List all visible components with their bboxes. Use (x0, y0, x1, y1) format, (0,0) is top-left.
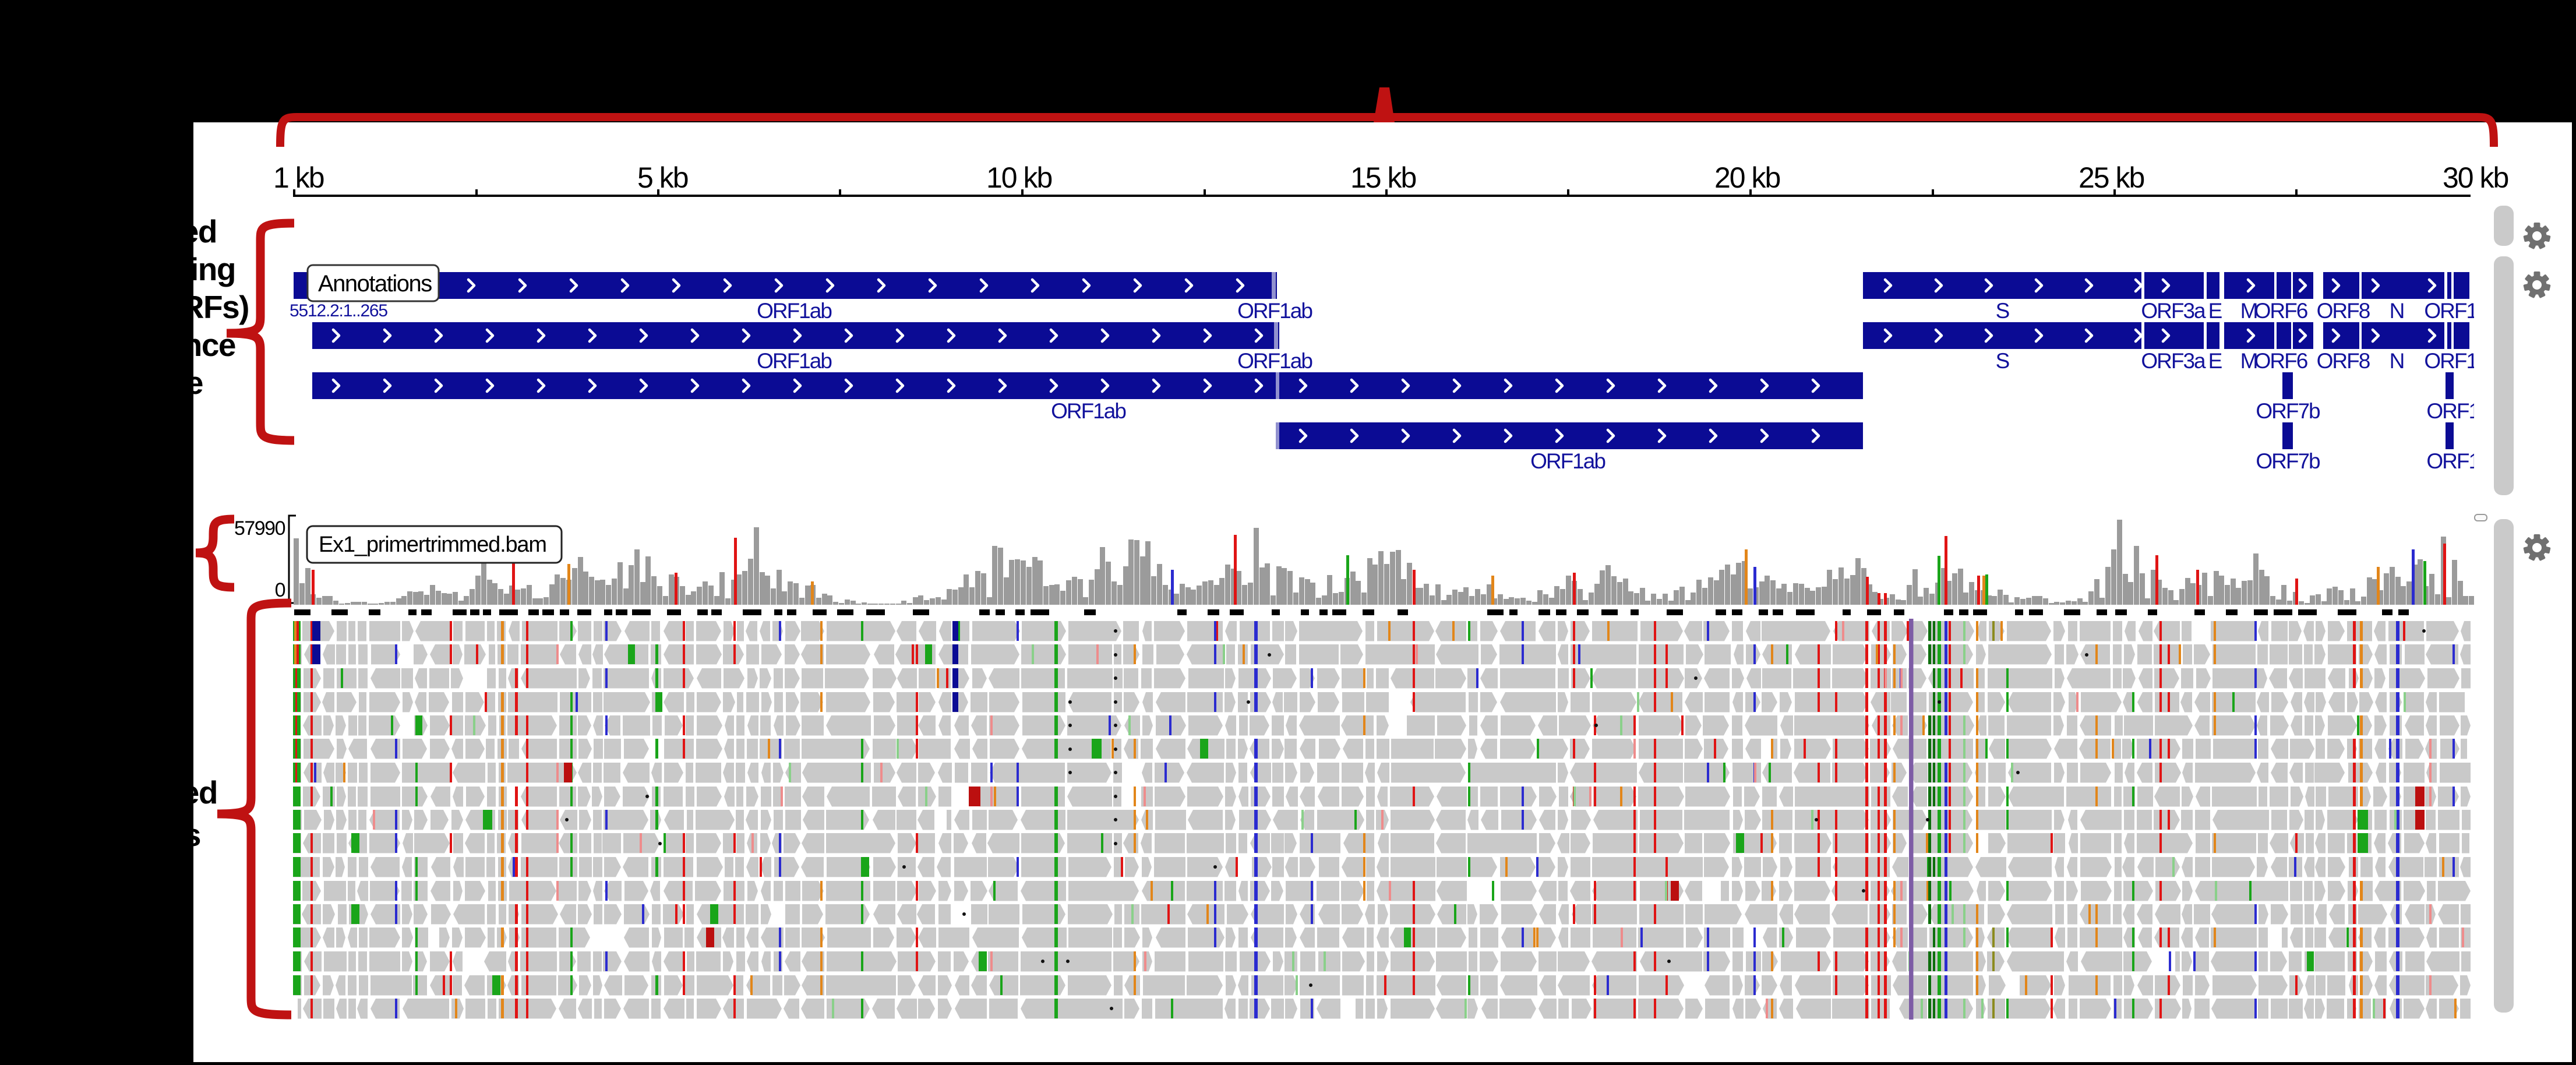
svg-text:ORF3a: ORF3a (2141, 299, 2206, 323)
svg-text:Annotations: Annotations (318, 271, 432, 297)
svg-text:M: M (2240, 299, 2257, 323)
svg-text:ORF7b: ORF7b (2256, 399, 2320, 423)
svg-text:ORF8: ORF8 (2317, 299, 2370, 323)
svg-text:ORF1ab: ORF1ab (757, 299, 832, 323)
svg-text:N: N (2390, 299, 2404, 323)
svg-text:S: S (1996, 299, 2009, 323)
svg-text:10 kb: 10 kb (986, 161, 1052, 194)
svg-text:ORF1ab: ORF1ab (1237, 349, 1312, 373)
svg-text:ORF7b: ORF7b (2256, 449, 2320, 473)
svg-text:ORF1ab: ORF1ab (1051, 399, 1126, 423)
svg-text:1 kb: 1 kb (273, 161, 324, 194)
svg-text:ORF1ab: ORF1ab (1530, 449, 1605, 473)
svg-text:15 kb: 15 kb (1350, 161, 1416, 194)
svg-text:ORF6: ORF6 (2254, 299, 2307, 323)
svg-text:0: 0 (275, 579, 285, 601)
svg-text:ORF3a: ORF3a (2141, 349, 2206, 373)
svg-text:ORF10: ORF10 (2424, 349, 2489, 373)
svg-text:ORF6: ORF6 (2254, 349, 2307, 373)
svg-text:20 kb: 20 kb (1714, 161, 1780, 194)
svg-text:E: E (2208, 349, 2222, 373)
svg-text:M: M (2240, 349, 2257, 373)
svg-text:ORF1ab: ORF1ab (757, 349, 832, 373)
svg-text:57990: 57990 (234, 517, 285, 539)
svg-text:ORF10: ORF10 (2426, 399, 2491, 423)
svg-text:5512.2:1..265: 5512.2:1..265 (290, 301, 387, 320)
svg-text:25 kb: 25 kb (2079, 161, 2144, 194)
svg-text:5 kb: 5 kb (637, 161, 688, 194)
svg-text:ORF10: ORF10 (2426, 449, 2491, 473)
svg-text:N: N (2390, 349, 2404, 373)
svg-text:ORF1ab: ORF1ab (1237, 299, 1312, 323)
svg-text:S: S (1996, 349, 2009, 373)
svg-text:E: E (2208, 299, 2222, 323)
svg-text:ORF10: ORF10 (2424, 299, 2489, 323)
svg-text:ORF8: ORF8 (2317, 349, 2370, 373)
svg-text:Ex1_primertrimmed.bam: Ex1_primertrimmed.bam (319, 532, 546, 557)
svg-text:30 kb: 30 kb (2443, 161, 2508, 194)
